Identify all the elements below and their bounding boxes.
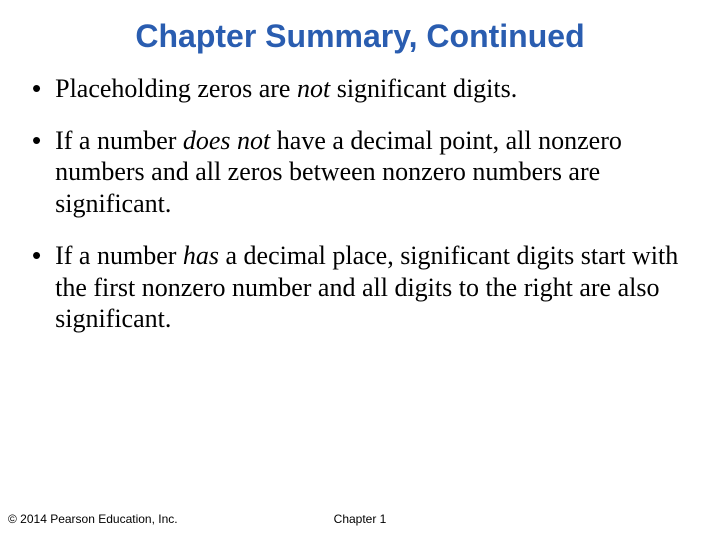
page-title: Chapter Summary, Continued <box>0 0 720 63</box>
bullet-marker: • <box>32 73 41 105</box>
chapter-label: Chapter 1 <box>334 512 387 526</box>
copyright-text: © 2014 Pearson Education, Inc. <box>8 512 178 526</box>
content-area: • Placeholding zeros are not significant… <box>0 63 720 335</box>
bullet-text: Placeholding zeros are not significant d… <box>55 73 692 105</box>
bullet-item: • If a number does not have a decimal po… <box>28 125 692 220</box>
bullet-marker: • <box>32 240 41 272</box>
bullet-item: • If a number has a decimal place, signi… <box>28 240 692 335</box>
bullet-marker: • <box>32 125 41 157</box>
bullet-text: If a number has a decimal place, signifi… <box>55 240 692 335</box>
bullet-text: If a number does not have a decimal poin… <box>55 125 692 220</box>
bullet-item: • Placeholding zeros are not significant… <box>28 73 692 105</box>
